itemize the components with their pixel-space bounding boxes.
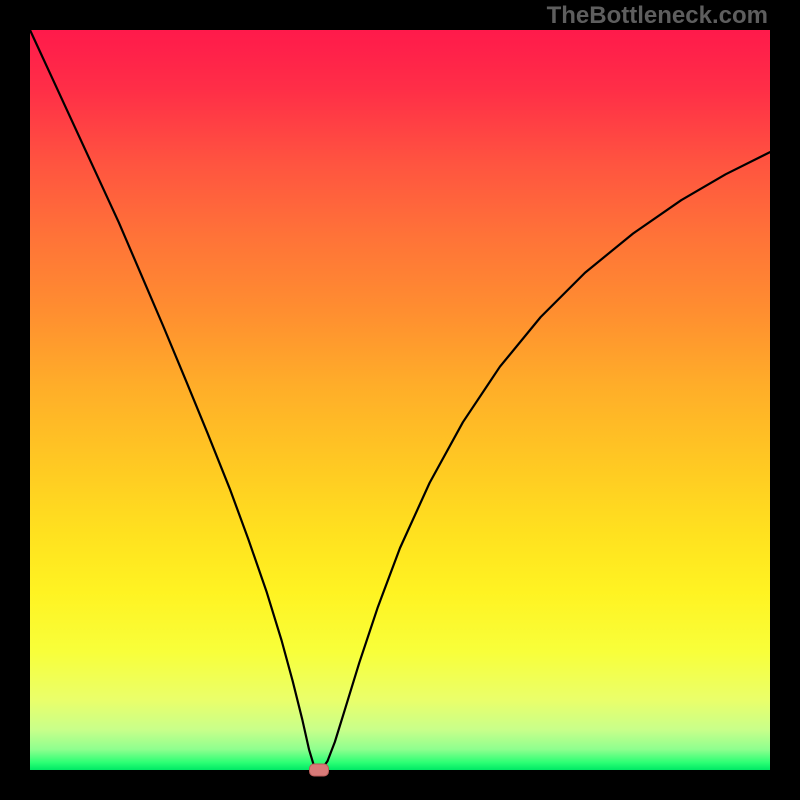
chart-frame: TheBottleneck.com [0, 0, 800, 800]
bottleneck-curve [30, 30, 770, 770]
plot-area [30, 30, 770, 770]
watermark-text: TheBottleneck.com [547, 2, 768, 30]
optimum-marker [309, 764, 329, 777]
